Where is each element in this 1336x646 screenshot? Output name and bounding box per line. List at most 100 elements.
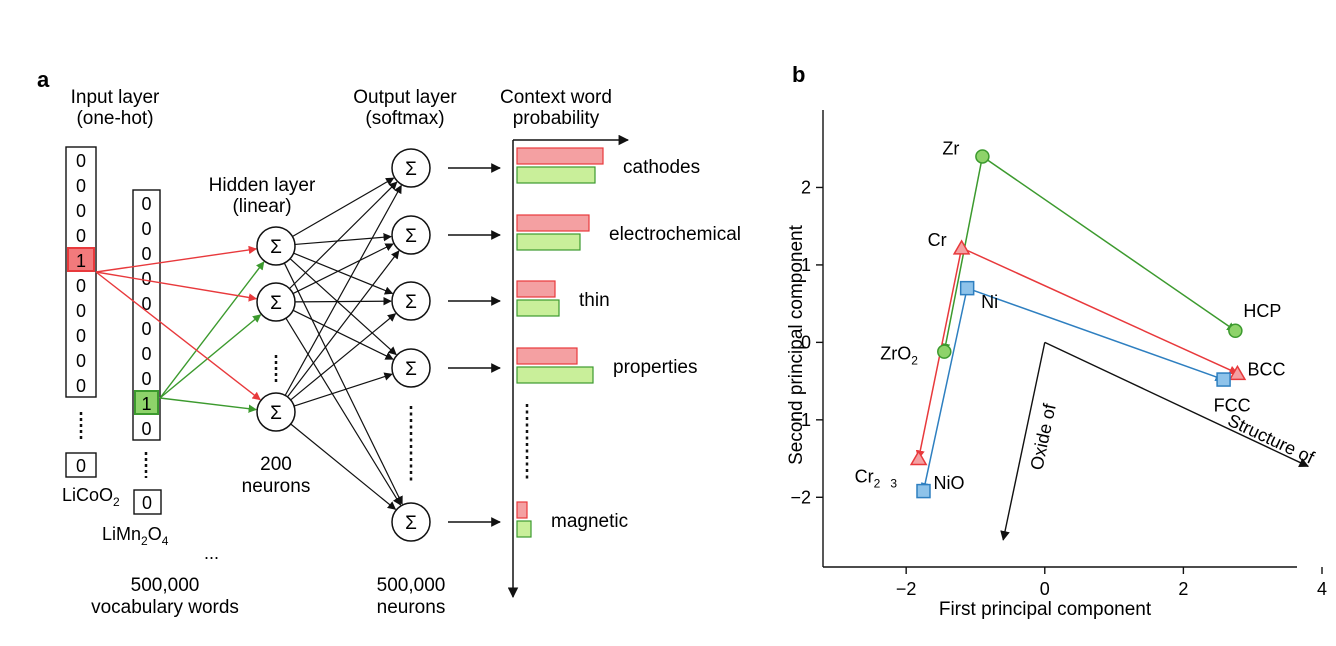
red-probability-bar xyxy=(516,501,528,519)
vocab-count: 500,000 xyxy=(131,575,200,596)
pca-point-label: Zr xyxy=(942,138,959,158)
output-layer-title: Output layer xyxy=(353,87,457,108)
vector-cell-value: 1 xyxy=(141,394,151,414)
panel-b-pca-plot: b −2 0 2 4 −2 −1 0 1 2 Structure of Oxide of Zr HC… xyxy=(786,62,1327,620)
pca-point-label: Ni xyxy=(981,292,998,312)
pca-point-label: Cr xyxy=(928,230,947,250)
vector-tail-cell xyxy=(133,489,162,515)
output-layer-subtitle: (softmax) xyxy=(365,108,444,129)
pca-point-triangle xyxy=(952,239,971,255)
pca-point-label: FCC xyxy=(1214,396,1251,416)
neuron xyxy=(391,148,431,188)
vector-cell-value: 0 xyxy=(141,244,151,264)
context-word-label: thin xyxy=(579,290,610,311)
output-count: 500,000 xyxy=(377,575,446,596)
pca-point-square xyxy=(916,483,931,499)
hidden-output-weight xyxy=(283,262,403,505)
sigma-symbol: Σ xyxy=(405,159,417,180)
x-tick-label: 4 xyxy=(1317,579,1327,599)
vector-label-licoo2: LiCoO2 xyxy=(62,485,120,509)
neuron xyxy=(256,226,296,266)
hidden-output-weight xyxy=(287,250,400,398)
sigma-symbol: Σ xyxy=(270,293,282,314)
y-tick-label: −2 xyxy=(790,487,811,507)
vector-tail-value: 0 xyxy=(76,456,86,476)
vector-cell-value: 0 xyxy=(141,369,151,389)
x-tick-label: −2 xyxy=(896,579,917,599)
context-word-label: properties xyxy=(613,357,698,378)
hot-cell xyxy=(67,247,95,272)
vector-cell-value: 0 xyxy=(141,194,151,214)
pca-point-label: BCC xyxy=(1247,359,1285,379)
one-hot-vector-limn2o4: 0 0 0 0 0 0 0 0 1 0 xyxy=(132,189,161,441)
green-probability-bar xyxy=(516,233,581,251)
y-tick-label: 2 xyxy=(801,177,811,197)
vector-label-limn2o4: LiMn2O4 xyxy=(102,524,169,548)
y-axis-label: Second principal component xyxy=(786,224,807,464)
vector-cell-value: 0 xyxy=(76,301,86,321)
sigma-symbol: Σ xyxy=(405,292,417,313)
vector-cell-value: 0 xyxy=(141,419,151,439)
red-probability-bar xyxy=(516,214,590,232)
vector-cell-value: 0 xyxy=(76,376,86,396)
hidden-output-weight xyxy=(293,372,393,407)
input-layer-subtitle: (one-hot) xyxy=(76,108,153,129)
pca-element-arrows xyxy=(915,155,1239,492)
pca-point-triangle xyxy=(1228,364,1247,381)
red-weight-connection xyxy=(95,271,261,401)
input-layer-title: Input layer xyxy=(71,87,160,108)
pca-points: Zr HCP ZrO2 Cr BCC Cr2 3 Ni FCC NiO xyxy=(855,138,1285,499)
vector-cell-value: 0 xyxy=(76,351,86,371)
hidden-output-weight xyxy=(292,243,394,295)
hidden-output-weight xyxy=(290,313,397,401)
hidden-output-weight xyxy=(285,317,402,506)
neuron xyxy=(391,502,431,542)
vector-cell-value: 0 xyxy=(76,201,86,221)
hidden-output-connections xyxy=(283,163,501,527)
vector-cell-value: 0 xyxy=(76,226,86,246)
hidden-output-weight xyxy=(293,252,394,295)
green-probability-bar xyxy=(516,520,532,538)
neuron xyxy=(391,281,431,321)
pca-axes: −2 0 2 4 −2 −1 0 1 2 xyxy=(790,110,1327,599)
green-probability-bar xyxy=(516,166,596,184)
red-probability-bar xyxy=(516,147,604,165)
y-tick-label: −1 xyxy=(790,410,811,430)
red-probability-bar xyxy=(516,347,578,365)
hidden-count-label: neurons xyxy=(242,476,311,497)
output-neurons: Σ Σ Σ Σ Σ xyxy=(391,148,431,542)
vector-tail-value: 0 xyxy=(142,493,152,513)
pca-point-circle xyxy=(937,344,952,359)
x-axis-label: First principal component xyxy=(939,599,1152,620)
x-tick-label: 0 xyxy=(1040,579,1050,599)
pca-point-circle xyxy=(975,149,990,164)
panel-b-letter: b xyxy=(792,62,805,87)
vector-cell-value: 1 xyxy=(76,251,86,271)
pca-point-square xyxy=(959,280,975,296)
pca-point-label: HCP xyxy=(1243,301,1281,321)
relation-arrow xyxy=(920,287,968,492)
context-word-label: magnetic xyxy=(551,511,628,532)
vector-cell-value: 0 xyxy=(141,219,151,239)
hidden-output-weight xyxy=(294,297,392,306)
hidden-layer-subtitle: (linear) xyxy=(232,196,291,217)
green-weight-connection xyxy=(159,397,257,413)
vector-cell-value: 0 xyxy=(76,151,86,171)
context-subtitle: probability xyxy=(513,108,600,129)
vector-cell-value: 0 xyxy=(76,176,86,196)
direction-vector-label: Oxide of xyxy=(1026,401,1060,472)
hidden-output-weight xyxy=(289,181,398,290)
pca-point-label: Cr2 3 xyxy=(855,467,898,491)
panel-a-letter: a xyxy=(37,67,50,92)
neuron xyxy=(391,215,431,255)
hidden-output-weight xyxy=(290,423,397,510)
panel-a-network-diagram: a Input layer (one-hot) Hidden layer (li… xyxy=(37,67,741,618)
context-probability-bars: cathodes electrochemical thin properties mag… xyxy=(516,147,741,538)
hidden-count: 200 xyxy=(260,454,292,475)
vector-cell-value: 0 xyxy=(141,269,151,289)
direction-vector xyxy=(1000,342,1046,541)
pca-point-triangle xyxy=(909,450,928,466)
hidden-neurons: Σ Σ Σ xyxy=(256,226,296,432)
green-weight-connection xyxy=(159,314,262,399)
pca-point-label: ZrO2 xyxy=(880,344,918,368)
